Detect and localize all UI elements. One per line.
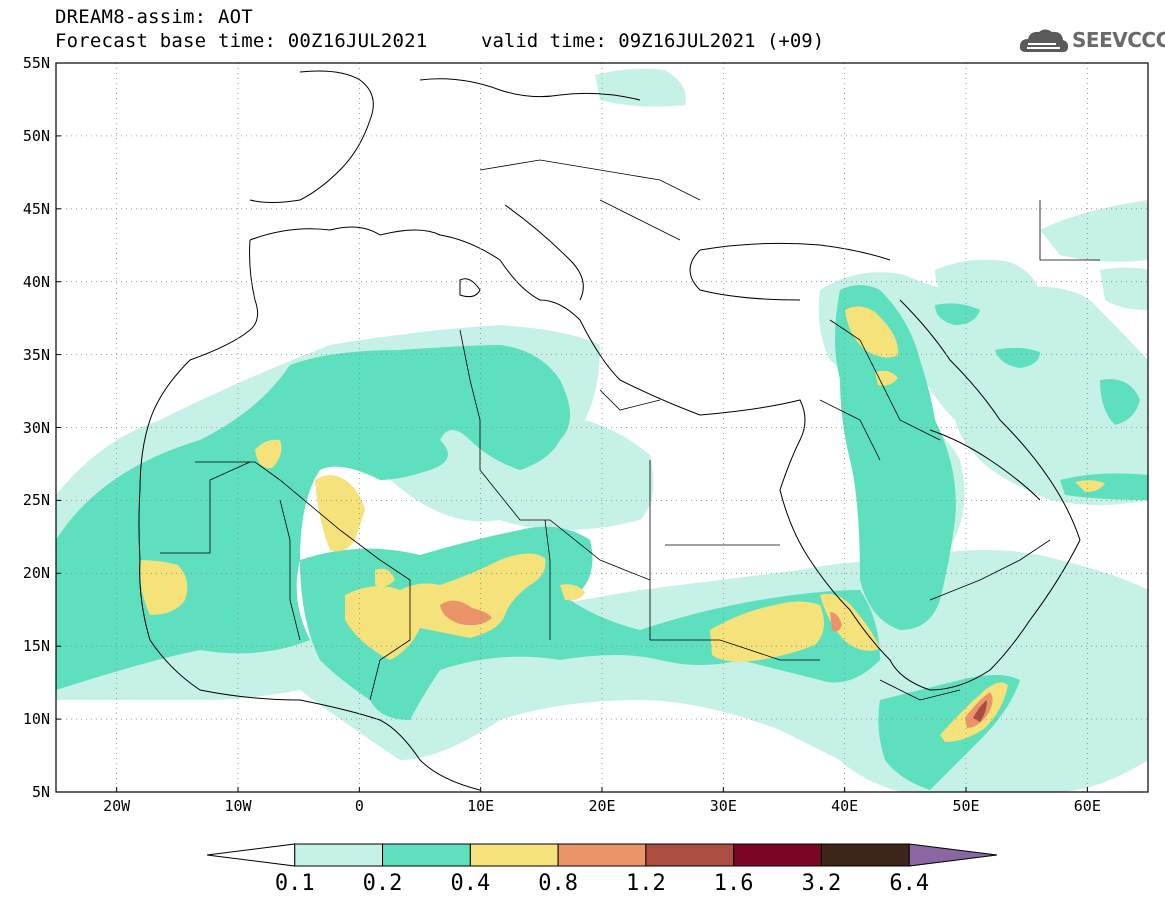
- colorbar-label: 6.4: [889, 871, 930, 896]
- aot-band-1.2: [973, 700, 987, 722]
- lon-label: 10W: [224, 797, 252, 815]
- valid-time: valid time: 09Z16JUL2021 (+09): [481, 30, 825, 52]
- aot-field: [56, 68, 1148, 792]
- colorbar-segment: [294, 843, 384, 867]
- lon-label: 40E: [831, 797, 859, 815]
- colorbar-label: 3.2: [801, 871, 842, 896]
- colorbar-segment: [557, 843, 647, 867]
- map-frame: [55, 62, 1149, 793]
- colorbar-label: 1.2: [626, 871, 666, 896]
- lat-label: 55N: [22, 54, 50, 72]
- seevccc-logo: SEEVCCC: [1018, 26, 1165, 56]
- logo-text: SEEVCCC: [1072, 28, 1165, 52]
- colorbar-label: 0.2: [362, 871, 403, 896]
- colorbar-segment: [645, 843, 735, 867]
- lat-label: 30N: [22, 418, 50, 437]
- colorbar-segment: [382, 843, 471, 867]
- map-title: DREAM8-assim: AOT: [55, 6, 253, 28]
- lat-label: 25N: [22, 491, 50, 510]
- lon-label: 10E: [467, 797, 495, 815]
- lat-label: 35N: [22, 345, 50, 364]
- lon-label: 50E: [952, 797, 980, 815]
- lat-label: 50N: [22, 126, 50, 145]
- forecast-base-time: Forecast base time: 00Z16JUL2021: [55, 30, 428, 52]
- lat-label: 10N: [22, 710, 50, 729]
- lat-label: 5N: [31, 783, 50, 801]
- cloud-icon: [1019, 29, 1069, 53]
- lat-label: 40N: [22, 272, 50, 291]
- coastlines: [138, 70, 1081, 791]
- colorbar-label: 0.1: [274, 871, 315, 896]
- lat-label: 45N: [22, 199, 50, 218]
- lon-label: 20E: [588, 797, 616, 815]
- colorbar-segment: [469, 843, 559, 867]
- lon-label: 0: [354, 797, 364, 815]
- colorbar-segment: [908, 843, 998, 867]
- lat-label: 15N: [22, 637, 50, 656]
- colorbar-segment: [820, 843, 910, 867]
- lon-label: 20W: [103, 797, 131, 815]
- colorbar-label: 0.4: [450, 871, 491, 896]
- lon-label: 60E: [1073, 797, 1101, 815]
- lon-label: 30E: [709, 797, 737, 815]
- colorbar: [206, 843, 998, 867]
- country-borders: [160, 159, 1100, 701]
- colorbar-label: 1.6: [713, 871, 754, 896]
- colorbar-segment: [206, 843, 296, 867]
- colorbar-label: 0.8: [538, 871, 578, 896]
- lat-label: 20N: [22, 564, 50, 583]
- colorbar-segment: [733, 843, 822, 867]
